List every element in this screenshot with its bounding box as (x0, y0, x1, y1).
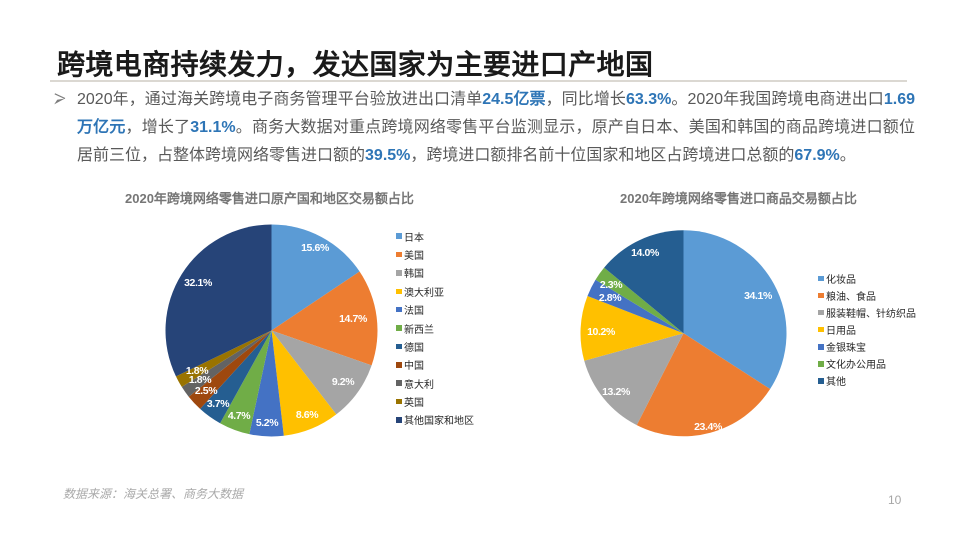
svg-text:23.4%: 23.4% (694, 421, 723, 433)
svg-text:4.7%: 4.7% (228, 410, 251, 422)
svg-text:8.6%: 8.6% (296, 409, 319, 421)
svg-text:34.1%: 34.1% (744, 290, 773, 302)
svg-text:1.8%: 1.8% (186, 365, 209, 377)
svg-text:13.2%: 13.2% (602, 386, 631, 398)
svg-text:14.0%: 14.0% (631, 247, 660, 259)
svg-text:10.2%: 10.2% (587, 326, 616, 338)
svg-text:14.7%: 14.7% (339, 313, 368, 325)
svg-text:32.1%: 32.1% (184, 277, 213, 289)
svg-text:9.2%: 9.2% (332, 376, 355, 388)
svg-text:1.8%: 1.8% (189, 374, 212, 386)
svg-text:2.8%: 2.8% (599, 292, 622, 304)
svg-text:15.6%: 15.6% (301, 242, 330, 254)
svg-text:2.3%: 2.3% (600, 279, 623, 291)
svg-text:3.7%: 3.7% (207, 398, 230, 410)
svg-text:2.5%: 2.5% (195, 385, 218, 397)
svg-text:5.2%: 5.2% (256, 417, 279, 429)
